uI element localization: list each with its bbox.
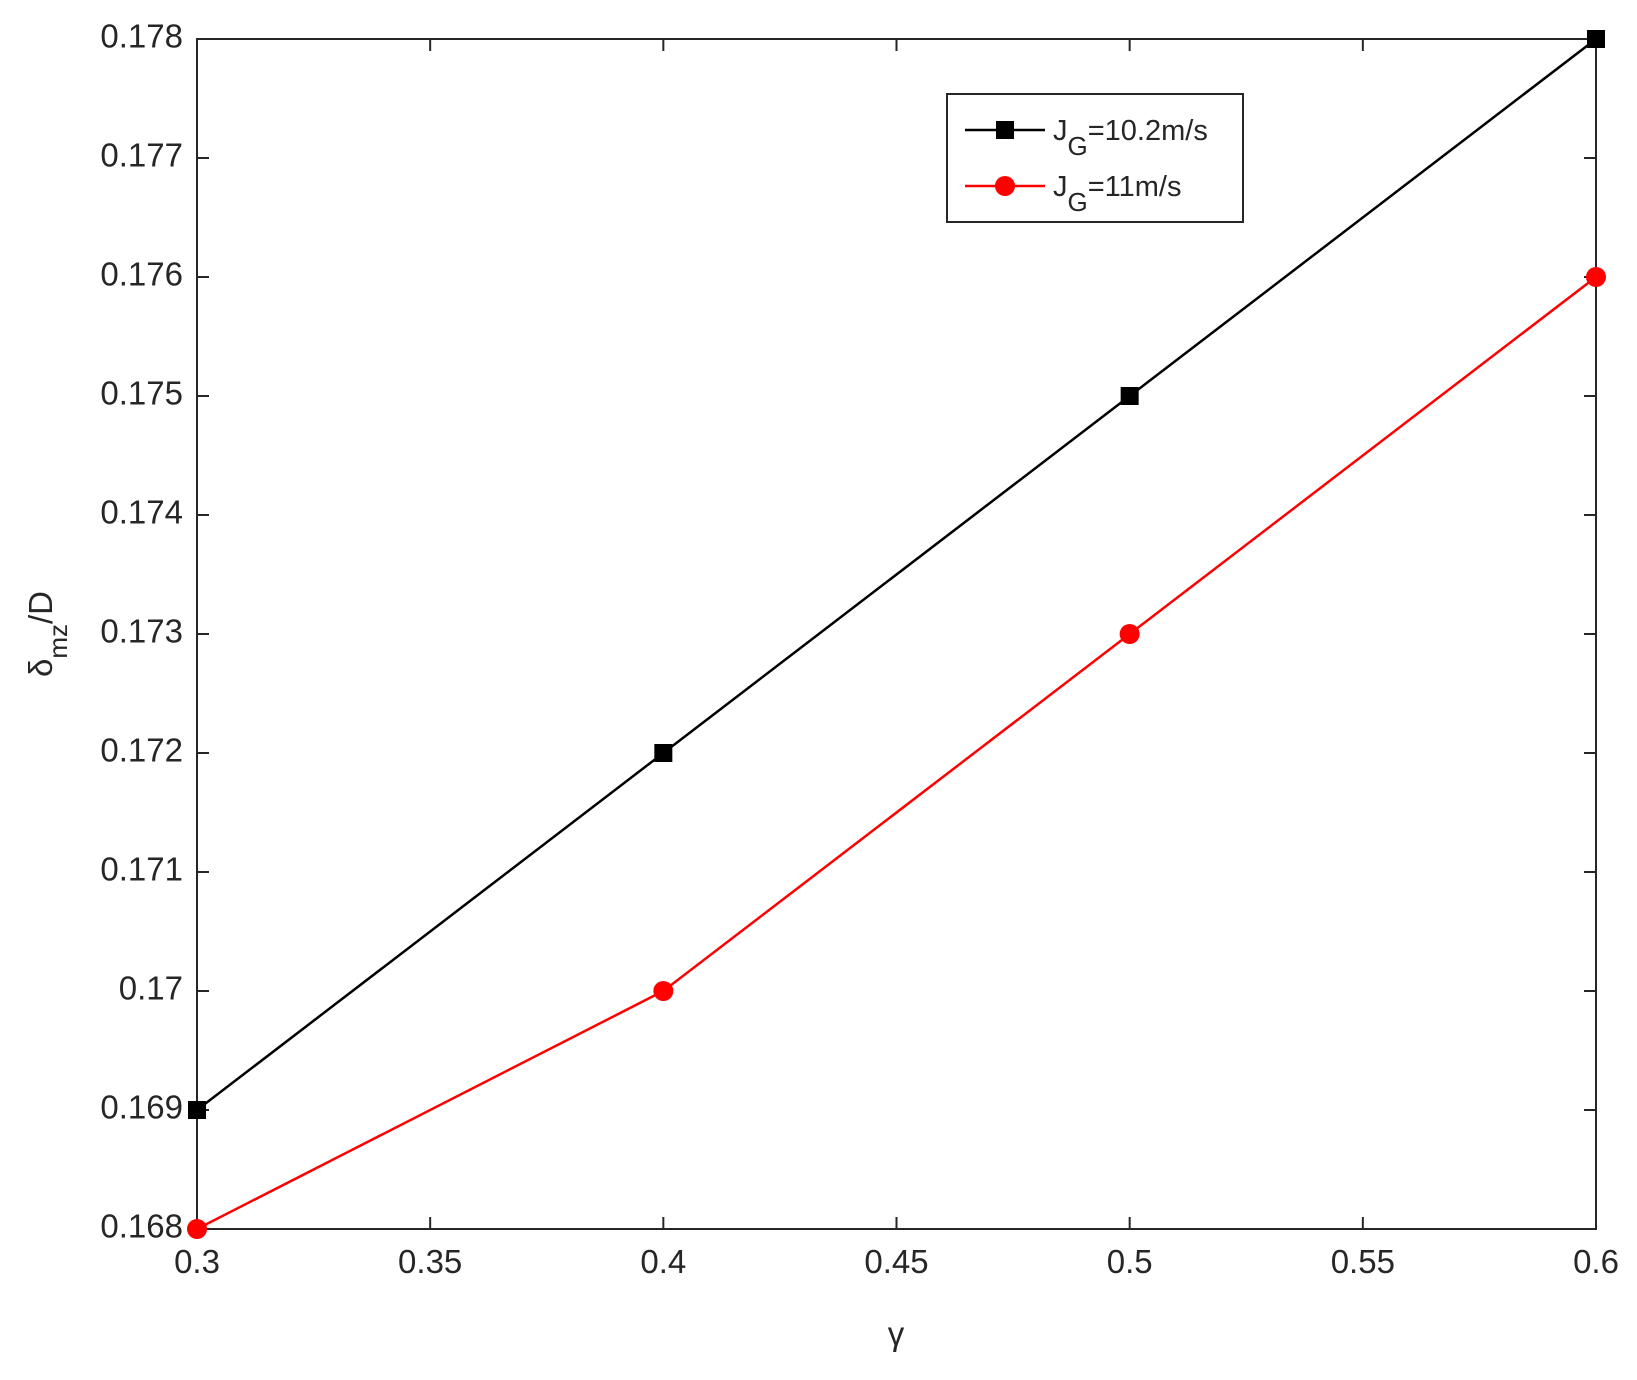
marker — [653, 981, 674, 1001]
marker — [1119, 624, 1140, 644]
x-tick-label: 0.55 — [1331, 1243, 1395, 1280]
x-tick-label: 0.3 — [174, 1243, 220, 1280]
x-tick-label: 0.35 — [398, 1243, 462, 1280]
legend-marker — [995, 176, 1015, 196]
y-tick-label: 0.177 — [100, 137, 183, 174]
y-tick-label: 0.173 — [100, 613, 183, 650]
x-tick-label: 0.45 — [864, 1243, 928, 1280]
x-tick-label: 0.5 — [1107, 1243, 1153, 1280]
marker — [1586, 267, 1606, 287]
y-tick-label: 0.176 — [100, 256, 183, 293]
legend-box — [946, 93, 1244, 223]
marker — [187, 1219, 207, 1239]
series-line — [196, 276, 1597, 1231]
y-tick-label: 0.178 — [100, 18, 183, 55]
marker — [1120, 387, 1139, 405]
legend-label: JG=11m/s — [1053, 171, 1182, 217]
y-tick-label: 0.172 — [100, 732, 183, 769]
y-axis-label: δmz/D — [22, 591, 73, 677]
y-tick-label: 0.175 — [100, 375, 183, 412]
marker — [654, 744, 673, 762]
x-axis-label: γ — [888, 1315, 905, 1352]
x-tick-label: 0.6 — [1573, 1243, 1619, 1280]
y-tick-label: 0.17 — [119, 970, 183, 1007]
series-line — [196, 38, 1597, 1111]
legend-label: JG=10.2m/s — [1053, 115, 1208, 161]
y-tick-label: 0.168 — [100, 1208, 183, 1245]
marker — [188, 1101, 206, 1119]
marker — [1587, 30, 1605, 48]
y-tick-label: 0.171 — [100, 851, 183, 888]
legend-marker — [996, 121, 1014, 139]
plot-frame — [196, 38, 1597, 1230]
y-tick-label: 0.174 — [100, 494, 183, 531]
x-tick-label: 0.4 — [640, 1243, 686, 1280]
y-tick-label: 0.169 — [100, 1089, 183, 1126]
